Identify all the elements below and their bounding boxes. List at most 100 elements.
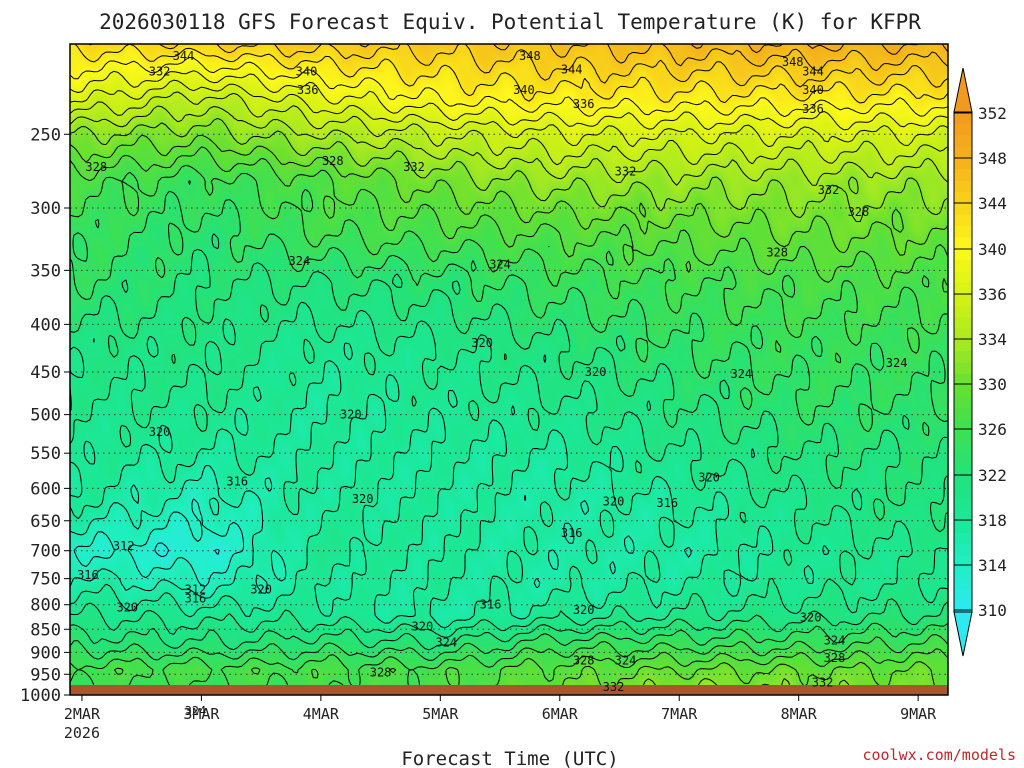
contour-label: 344 <box>802 64 824 78</box>
contour-label: 320 <box>116 600 138 614</box>
contour-label: 340 <box>296 64 318 78</box>
colorbar-swatch <box>954 430 972 443</box>
colorbar-swatch <box>954 146 972 158</box>
y-tick-label: 650 <box>30 512 61 532</box>
colorbar-swatch <box>954 566 972 579</box>
colorbar-swatch <box>954 350 972 363</box>
contour-label: 328 <box>370 666 392 680</box>
contour-label: 332 <box>149 64 171 78</box>
y-tick-label: 450 <box>30 363 61 383</box>
x-tick-label: 2MAR <box>64 705 101 723</box>
chart-title: 2026030118 GFS Forecast Equiv. Potential… <box>99 10 921 34</box>
contour-label: 332 <box>615 164 637 178</box>
colorbar: 352 348 344 340 336 334 330 326 322 318 314 310 <box>953 67 1007 657</box>
colorbar-arrow-top <box>953 67 973 113</box>
contour-label: 324 <box>824 634 846 648</box>
contour-label: 336 <box>802 102 824 116</box>
contour-label: 324 <box>185 704 207 718</box>
y-tick-label: 700 <box>30 542 61 562</box>
contour-328 <box>69 146 949 696</box>
contour-label: 320 <box>603 495 625 509</box>
contour-label: 316 <box>561 526 583 540</box>
contour-label: 344 <box>173 49 195 63</box>
contour-label: 320 <box>149 425 171 439</box>
colorbar-swatch <box>954 112 972 124</box>
contour-label: 312 <box>185 582 207 596</box>
colorbar-swatch <box>954 191 972 204</box>
colorbar-swatch <box>954 384 972 397</box>
contour-label: 316 <box>185 592 207 606</box>
contour-label: 324 <box>615 653 637 667</box>
colorbar-tick-label: 314 <box>978 556 1007 575</box>
contour-label: 324 <box>730 367 752 381</box>
contour-314 <box>73 498 244 587</box>
colorbar-swatch <box>954 305 972 318</box>
y-tick-label: 750 <box>30 570 61 590</box>
contour-322 <box>69 233 949 651</box>
contour-label: 328 <box>85 160 107 174</box>
colorbar-swatch <box>954 498 972 511</box>
colorbar-swatch <box>954 248 972 261</box>
contour-330 <box>69 134 949 696</box>
colorbar-swatch <box>954 362 972 374</box>
contour-label: 320 <box>250 582 272 596</box>
colorbar-arrow-bottom <box>953 611 973 657</box>
contour-342 <box>69 56 949 118</box>
colorbar-swatch <box>954 282 972 295</box>
colorbar-swatch <box>954 407 972 420</box>
colorbar-tick-label: 322 <box>978 466 1007 485</box>
y-tick-label: 350 <box>30 261 61 281</box>
contour-label: 336 <box>573 97 595 111</box>
x-tick-label: 3MAR <box>183 705 220 723</box>
contour-340 <box>69 70 949 131</box>
credit-link[interactable]: coolwx.com/models <box>862 746 1016 764</box>
colorbar-tick-label: 318 <box>978 511 1007 530</box>
y-axis: 250 300 350 400 450 500 550 600 650 700 750 800 850 9… <box>20 125 70 706</box>
y-tick-label: 400 <box>30 315 61 335</box>
contour-label: 332 <box>403 160 425 174</box>
y-tick-label: 800 <box>30 596 61 616</box>
colorbar-swatch <box>954 214 972 227</box>
contour-label: 320 <box>340 408 362 422</box>
contour-label: 316 <box>77 568 99 582</box>
y-tick-label: 300 <box>30 199 61 219</box>
colorbar-swatch <box>954 396 972 408</box>
colorbar-swatch <box>954 168 972 181</box>
x-tick-label: 8MAR <box>781 705 818 723</box>
contour-label: 328 <box>766 246 788 260</box>
y-tick-label: 950 <box>30 665 61 685</box>
colorbar-tick-label: 352 <box>978 104 1007 123</box>
contour-label: 328 <box>848 205 870 219</box>
colorbar-swatch <box>954 123 972 136</box>
contour-label: 344 <box>561 62 583 76</box>
contour-label: 348 <box>519 49 541 63</box>
colorbar-swatch <box>954 327 972 340</box>
colorbar-swatch <box>954 475 972 488</box>
contour-label: 332 <box>812 676 834 690</box>
contour-label: 320 <box>412 619 434 633</box>
x-tick-label: 5MAR <box>422 705 459 723</box>
ground-strip <box>70 685 948 695</box>
colorbar-tick-label: 348 <box>978 149 1007 168</box>
contour-label: 320 <box>698 470 720 484</box>
colorbar-swatch <box>954 487 972 499</box>
y-tick-label: 250 <box>30 125 61 145</box>
contour-label: 316 <box>656 496 678 510</box>
colorbar-swatch <box>954 543 972 556</box>
contour-label: 328 <box>322 154 344 168</box>
contour-label: 336 <box>297 83 319 97</box>
colorbar-tick-label: 326 <box>978 420 1007 439</box>
contour-label: 332 <box>603 680 625 694</box>
colorbar-tick-label: 334 <box>978 330 1007 349</box>
colorbar-swatch <box>954 464 972 477</box>
colorbar-swatch <box>954 373 972 386</box>
colorbar-swatch <box>954 202 972 215</box>
colorbar-swatch <box>954 509 972 522</box>
contour-312 <box>154 542 220 558</box>
contour-label: 320 <box>800 611 822 625</box>
heatmap-field <box>70 44 948 695</box>
colorbar-frame <box>953 111 973 613</box>
y-tick-label: 500 <box>30 406 61 426</box>
